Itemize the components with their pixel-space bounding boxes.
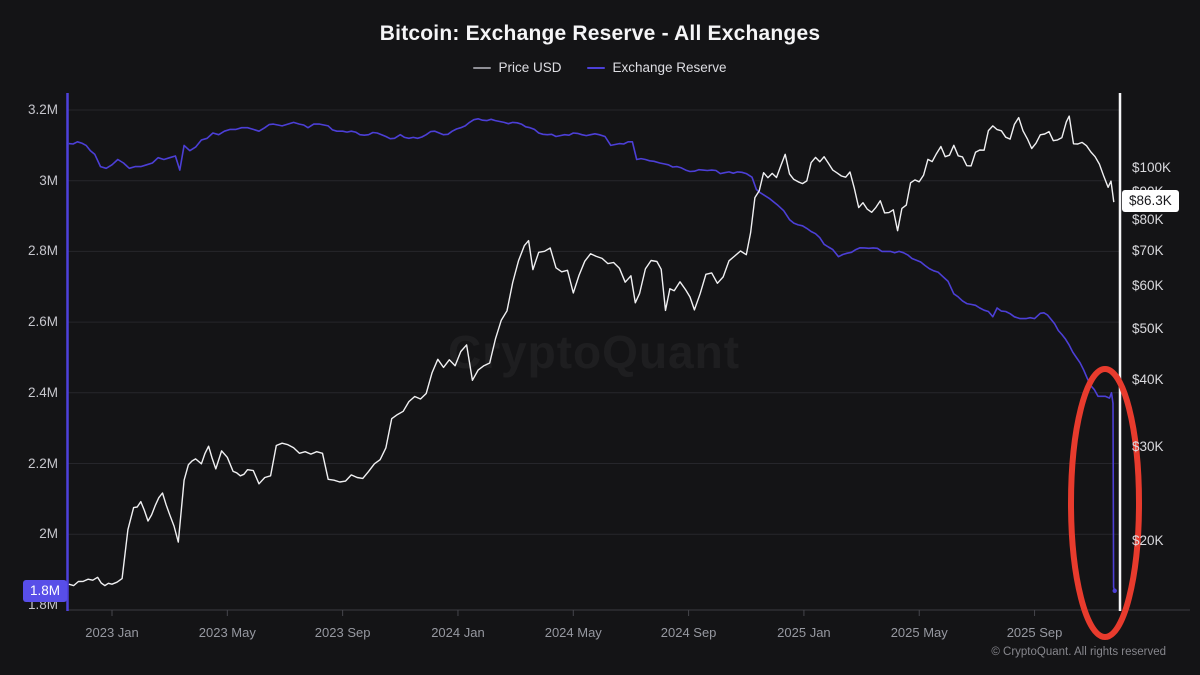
x-tick-label: 2025 May [890,625,948,640]
annotation-ellipse [1068,366,1142,640]
y-left-tick-label: 2.4M [27,384,58,400]
y-left-tick-label: 3M [39,172,58,188]
y-right-tick-label: $70K [1132,242,1164,258]
x-tick-label: 2024 Jan [431,625,485,640]
y-right-tick-label: $30K [1132,439,1164,454]
y-right-tick-label: $20K [1132,532,1164,548]
reserve-current-value-badge: 1.8M [22,579,67,602]
legend-item-price[interactable]: Price USD [473,60,561,75]
y-right-tick-label: $40K [1132,372,1164,388]
legend-label-price: Price USD [498,60,562,75]
y-left-tick-label: 2M [39,526,58,542]
copyright-note: © CryptoQuant. All rights reserved [991,646,1166,658]
x-tick-label: 2025 Jan [777,625,831,640]
y-right-tick-label: $60K [1132,278,1164,294]
x-tick-label: 2024 Sep [660,625,717,640]
x-tick-label: 2024 May [544,625,602,640]
price-current-value-badge: $86.3K [1122,190,1179,213]
chart-title: Bitcoin: Exchange Reserve - All Exchange… [379,22,821,45]
y-left-tick-label: 3.2M [27,102,58,117]
price-line-swatch-icon [473,66,492,69]
y-right-tick-label: $80K [1132,211,1164,227]
y-right-tick-label: $50K [1132,320,1164,336]
reserve-line-swatch-icon [587,66,606,69]
series-price-usd [68,115,1115,587]
y-left-tick-label: 2.8M [27,243,58,259]
legend: Price USD Exchange Reserve [0,60,1200,75]
y-right-tick-label: $100K [1132,160,1172,175]
series-exchange-reserve [68,118,1116,592]
reserve-endpoint-dot [1112,588,1117,593]
x-tick-label: 2023 Sep [314,625,371,640]
y-left-tick-label: 2.6M [27,314,58,330]
x-tick-label: 2023 Jan [85,625,139,640]
y-left-tick-label: 2.2M [27,455,58,471]
legend-label-reserve: Exchange Reserve [612,60,727,75]
x-tick-label: 2023 May [198,625,256,640]
legend-item-reserve[interactable]: Exchange Reserve [587,60,727,75]
x-tick-label: 2025 Sep [1006,625,1063,640]
